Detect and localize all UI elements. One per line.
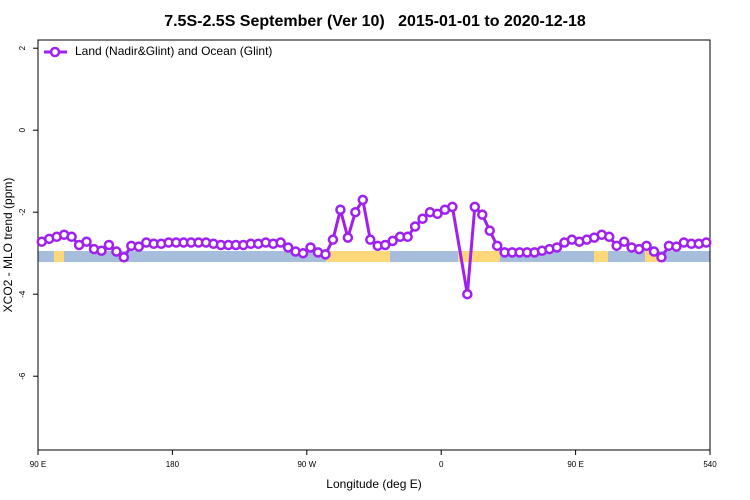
data-point	[402, 231, 413, 243]
data-point	[611, 240, 622, 252]
data-point	[462, 288, 473, 300]
data-point	[484, 225, 495, 236]
data-point	[342, 232, 354, 243]
data-point	[491, 240, 503, 252]
data-point	[335, 204, 346, 215]
data-point	[701, 237, 712, 248]
data-point	[320, 249, 331, 260]
data-point	[305, 242, 316, 253]
y-tick-label: -2	[18, 208, 27, 216]
data-point	[469, 201, 481, 213]
data-point	[603, 231, 615, 243]
data-point	[327, 234, 339, 245]
data-point	[133, 241, 145, 252]
data-point	[96, 245, 107, 256]
data-point	[477, 209, 488, 220]
data-point	[409, 221, 421, 232]
x-tick-label: 180	[166, 460, 180, 469]
data-point	[118, 252, 130, 263]
data-point	[656, 252, 667, 263]
legend-label: Land (Nadir&Glint) and Ocean (Glint)	[75, 44, 272, 58]
data-point	[417, 213, 428, 225]
land-patches	[54, 251, 659, 262]
x-tick-label: 540	[703, 460, 717, 469]
data-point	[111, 246, 122, 257]
data-point	[365, 234, 376, 245]
x-tick-label: 90 W	[297, 460, 316, 469]
y-tick-label: 0	[18, 127, 27, 132]
chart-title: 7.5S-2.5S September (Ver 10) 2015-01-01 …	[164, 13, 586, 30]
data-point	[648, 246, 660, 257]
data-point	[551, 242, 563, 253]
data-point	[81, 236, 92, 247]
data-point	[66, 231, 77, 243]
data-point	[350, 206, 361, 218]
data-point	[618, 236, 630, 247]
data-point	[671, 241, 682, 252]
data-point	[641, 240, 652, 252]
data-point	[432, 208, 443, 220]
data-point	[357, 194, 369, 206]
data-point	[297, 247, 309, 259]
data-point	[103, 239, 115, 251]
data-point	[447, 201, 458, 213]
x-tick-label: 0	[439, 460, 444, 469]
data-point	[282, 242, 294, 253]
y-tick-label: -4	[18, 290, 27, 298]
data-point	[275, 237, 286, 248]
legend-marker	[49, 46, 61, 58]
data-point	[379, 239, 391, 251]
x-tick-label: 90 E	[567, 460, 583, 469]
y-tick-label: 2	[18, 45, 27, 50]
data-point	[387, 235, 398, 247]
x-axis-label: Longitude (deg E)	[326, 477, 421, 491]
x-tick-label: 90 E	[30, 460, 46, 469]
y-tick-label: -6	[18, 372, 27, 380]
y-axis-label: XCO2 - MLO trend (ppm)	[1, 178, 15, 313]
